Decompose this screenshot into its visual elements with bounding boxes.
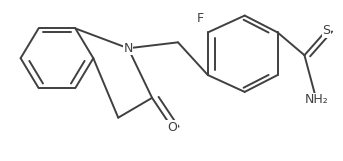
Text: O: O: [167, 121, 177, 134]
Text: F: F: [196, 12, 203, 25]
Text: N: N: [123, 42, 133, 55]
Text: NH₂: NH₂: [305, 93, 328, 106]
Text: S: S: [322, 24, 330, 37]
